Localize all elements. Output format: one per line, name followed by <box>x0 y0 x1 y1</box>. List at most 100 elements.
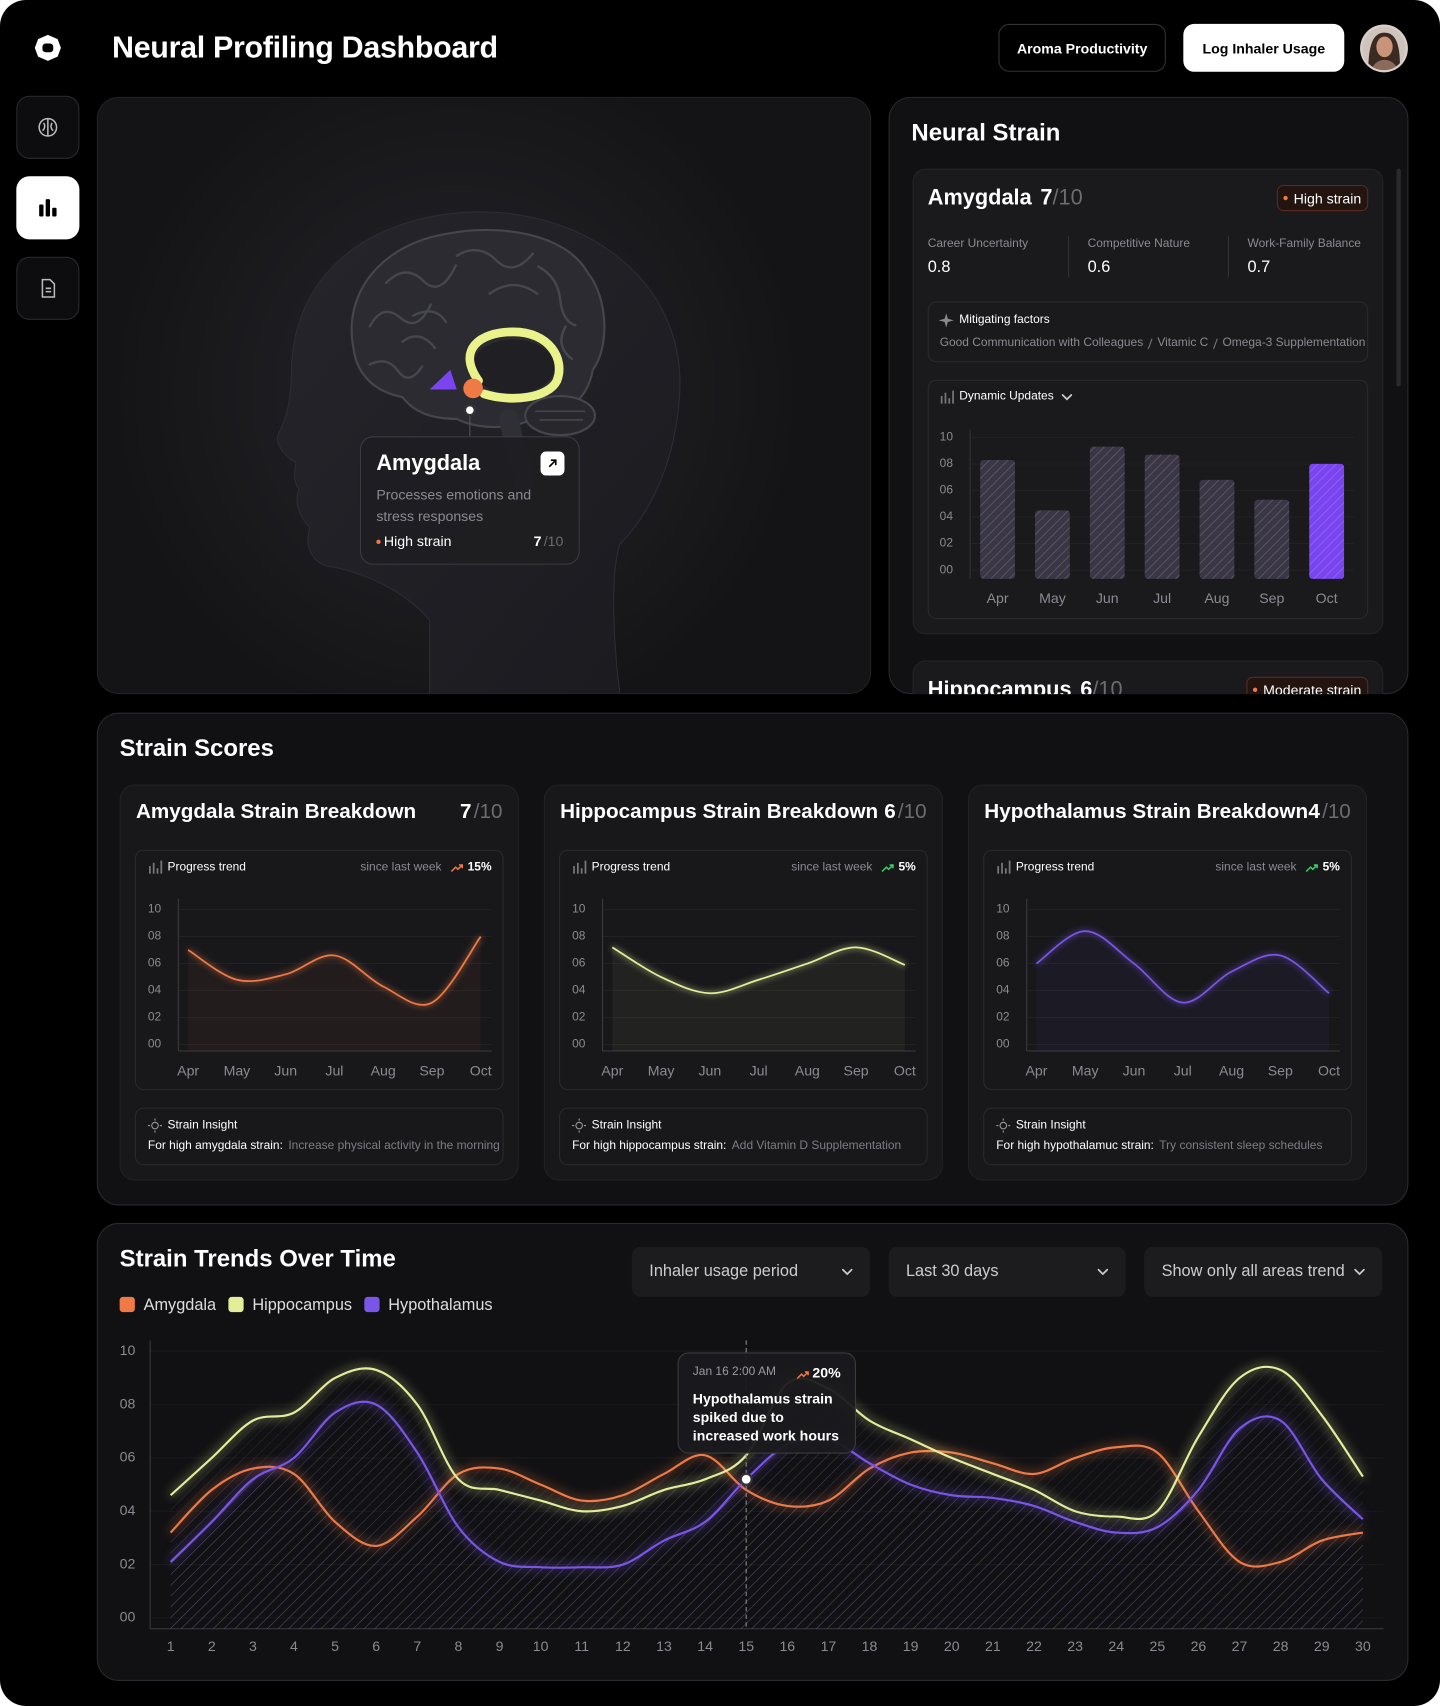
metric-label: Competitive Nature <box>1087 237 1191 251</box>
icon-part <box>1354 1268 1365 1276</box>
legend-label: Amygdala <box>143 1295 217 1315</box>
icon-part <box>1362 26 1406 71</box>
score-max: /10 <box>1322 800 1351 824</box>
bar-icon <box>996 860 1011 875</box>
button[interactable]: Log Inhaler Usage <box>1183 23 1345 72</box>
trend-icon <box>1305 863 1318 874</box>
icon-part <box>537 265 577 327</box>
dropdown[interactable]: Last 30 days <box>888 1246 1126 1297</box>
mitigating-item: Vitamic C <box>1157 336 1209 350</box>
chevron <box>1352 1264 1367 1279</box>
insight-title: Strain Insight <box>167 1118 238 1132</box>
trend-icon <box>796 1368 809 1380</box>
icon-part <box>38 117 58 137</box>
metric-value: 0.8 <box>927 257 951 277</box>
dropdown-label: Last 30 days <box>905 1262 999 1281</box>
card-title: Hippocampus Strain Breakdown <box>560 800 879 824</box>
icon-part <box>429 369 457 390</box>
status: Moderate strain <box>1263 681 1362 695</box>
chart-icon <box>37 197 59 219</box>
chart-tooltip <box>677 1352 856 1454</box>
separator <box>1147 338 1153 350</box>
chevron <box>1059 390 1074 405</box>
score-value: 6 <box>1080 677 1093 695</box>
dropdown[interactable]: Show only all areas trend <box>1144 1246 1383 1297</box>
trend-icon <box>450 863 463 874</box>
insight: For high hippocampus strain: Add Vitamin … <box>572 1140 901 1154</box>
icon-part <box>160 860 163 874</box>
card-title: Amygdala Strain Breakdown <box>135 800 417 824</box>
icon-part <box>796 1371 809 1380</box>
scrollbar <box>1396 168 1401 387</box>
icon-part <box>34 34 61 61</box>
tooltip-date: Jan 16 2:00 AM <box>692 1365 776 1379</box>
icon-part <box>842 1268 853 1276</box>
chevron <box>1095 1264 1110 1279</box>
nav-button[interactable] <box>16 256 80 320</box>
chart-title: Progress trend <box>167 861 246 875</box>
insight-text: Try consistent sleep schedules <box>1159 1139 1323 1153</box>
insight-text: Increase physical activity in the mornin… <box>288 1139 500 1153</box>
icon-part <box>572 1118 587 1133</box>
legend-label: Hippocampus <box>252 1295 353 1315</box>
icon-part <box>996 1118 1011 1133</box>
dynamic-updates-box <box>927 379 1369 620</box>
icon-part <box>548 459 557 468</box>
region-heading: Amygdala 7/10 <box>928 185 1083 211</box>
icon-part <box>881 864 894 873</box>
icon-part <box>45 287 52 293</box>
region-name: Amygdala <box>927 186 1032 210</box>
icon-part <box>1061 394 1073 401</box>
dropdown[interactable]: Inhaler usage period <box>631 1246 871 1297</box>
panel-title: Neural Strain <box>911 118 1061 146</box>
icon-part <box>938 313 954 328</box>
icon-part <box>940 396 943 404</box>
metric-label: Work-Family Balance <box>1247 237 1361 251</box>
icon-part <box>488 283 539 295</box>
insight-title: Strain Insight <box>591 1118 662 1132</box>
insight-lead: For high hypothalamuc strain: <box>996 1139 1154 1153</box>
dropdown-label: Show only all areas trend <box>1161 1262 1345 1281</box>
icon-part <box>450 864 463 873</box>
icon-part <box>1360 24 1408 73</box>
tooltip-text: Hypothalamus strain spiked due to increa… <box>692 1390 839 1444</box>
region-description: Processes emotions and stress responses <box>376 486 532 525</box>
icon-part <box>1376 36 1393 58</box>
icon-part <box>580 868 583 874</box>
insight-lead: For high hippocampus strain: <box>572 1139 727 1153</box>
icon-part <box>465 327 564 403</box>
metric-value: 0.6 <box>1087 257 1111 277</box>
chart-title: Progress trend <box>1015 861 1095 875</box>
icon-part <box>881 864 894 873</box>
icon-part <box>938 313 954 328</box>
icon-part <box>524 394 597 437</box>
status-dot <box>1253 687 1258 692</box>
icon-part <box>944 392 947 404</box>
icon-part <box>45 199 51 217</box>
icon-part <box>572 1118 587 1133</box>
icon-part <box>996 1118 1011 1133</box>
icon-part <box>584 860 587 874</box>
region-title: Amygdala <box>376 451 481 476</box>
icon-part <box>147 1118 163 1133</box>
legend-swatch <box>228 1296 244 1313</box>
brain-icon <box>37 116 59 138</box>
score: 7/10 <box>1040 185 1082 211</box>
bar-icon <box>572 860 587 875</box>
status-dot <box>376 539 381 545</box>
icon-part <box>151 1121 159 1130</box>
chart-box <box>559 849 928 1091</box>
insight-lead: For high amygdala strain: <box>147 1139 283 1153</box>
status-dot <box>1283 195 1289 201</box>
open-button[interactable] <box>540 451 565 476</box>
score-value: 7 <box>533 533 542 550</box>
change-label: since last week <box>360 861 442 875</box>
score-max: /10 <box>473 800 503 824</box>
panel-title: Strain Trends Over Time <box>119 1244 396 1272</box>
insight-box <box>559 1107 928 1166</box>
region-heading: Hippocampus 6/10 <box>928 677 1123 694</box>
button[interactable]: Aroma Productivity <box>998 23 1166 72</box>
legend-swatch <box>364 1296 380 1313</box>
status-badge: High strain <box>1276 184 1369 212</box>
